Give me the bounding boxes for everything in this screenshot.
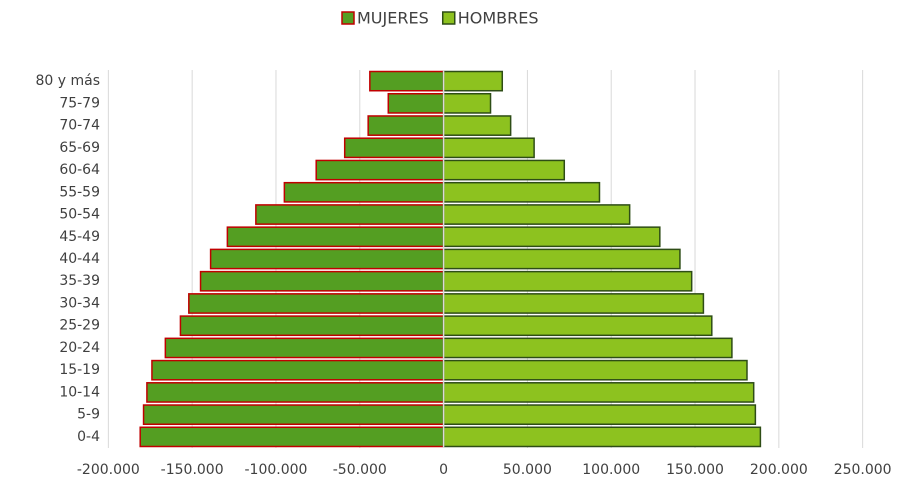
legend-label: HOMBRES [458,9,539,28]
y-tick-label: 20-24 [59,340,100,356]
bar [188,293,445,314]
bar [442,70,504,92]
bar [442,359,748,381]
bar [164,337,445,359]
bar [255,204,445,225]
y-tick-label: 15-19 [59,362,100,378]
x-tick-label: 150.000 [666,462,724,478]
bar [315,159,445,181]
bar [442,293,705,314]
bar [367,115,445,136]
bar [442,181,601,203]
bar [442,426,762,448]
y-tick-label: 40-44 [59,251,100,267]
x-tick-label: -200.000 [77,462,140,478]
x-tick-label: 200.000 [750,462,808,478]
bar [142,404,445,426]
bar [151,359,445,381]
y-tick-label: 60-64 [59,162,100,178]
y-tick-label: 65-69 [59,140,100,156]
bar [442,270,693,292]
legend-swatch [341,11,355,25]
x-tick-label: 0 [439,462,448,478]
x-tick-label: 250.000 [834,462,892,478]
bar [442,226,661,248]
y-tick-label: 35-39 [59,273,100,289]
y-tick-label: 30-34 [59,295,100,311]
bar [442,382,755,403]
y-tick-label: 55-59 [59,184,100,200]
bar [343,137,445,159]
y-tick-label: 70-74 [59,118,100,134]
bar [226,226,445,248]
bar [442,115,512,136]
bar [199,270,445,292]
x-tick-label: -50.000 [333,462,387,478]
bar [369,70,445,92]
y-tick-label: 80 y más [35,73,100,89]
bar [146,382,445,403]
y-tick-label: 25-29 [59,318,100,334]
y-tick-label: 45-49 [59,229,100,245]
x-tick-label: 100.000 [582,462,640,478]
bar [387,92,445,114]
bar [442,337,733,359]
y-tick-label: 5-9 [77,407,100,423]
bar [442,159,566,181]
y-tick-label: 50-54 [59,207,100,223]
bar [139,426,445,448]
bar [209,248,445,270]
x-tick-label: -100.000 [244,462,307,478]
x-tick-label: 50.000 [503,462,552,478]
bar [442,204,631,225]
legend-swatch [441,11,456,25]
legend-label: MUJERES [357,9,429,28]
bar [283,181,445,203]
y-tick-label: 0-4 [77,429,100,445]
bar [442,404,757,426]
x-tick-label: -150.000 [161,462,224,478]
y-tick-label: 10-14 [59,384,100,400]
y-tick-label: 75-79 [59,95,100,111]
bar [442,137,535,159]
bar [179,315,445,337]
bar [442,315,713,337]
bar [442,92,492,114]
bar [442,248,681,270]
